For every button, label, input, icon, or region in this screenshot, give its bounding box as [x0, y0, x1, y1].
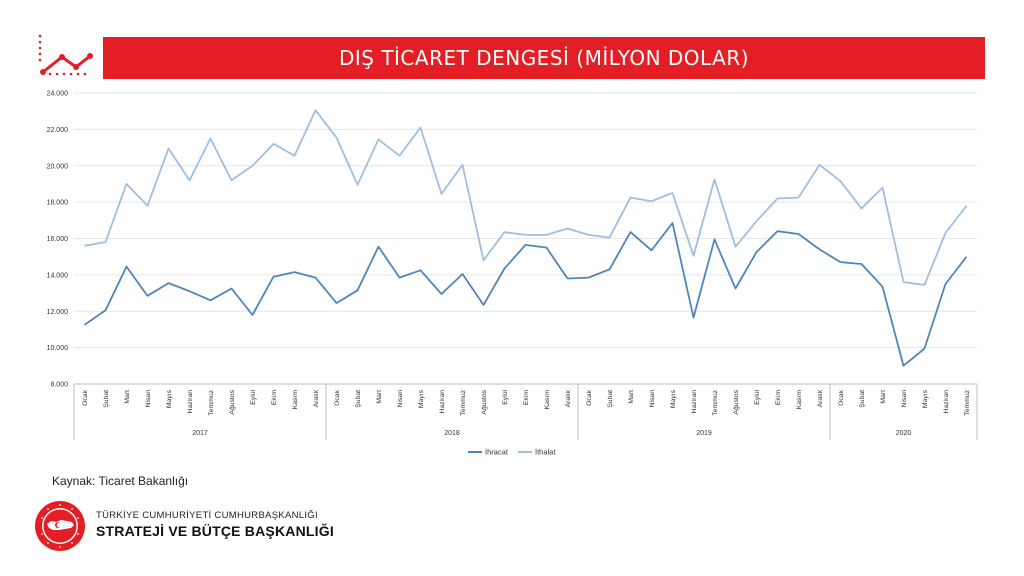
year-label: 2019	[696, 430, 712, 437]
year-label: 2018	[444, 430, 460, 437]
year-label: 2017	[192, 430, 208, 437]
month-tick-label: Aralık	[565, 389, 572, 407]
trade-balance-chart: 8.000 10.000 12.000 14.000 16.000 18.000 20.00…	[47, 91, 978, 457]
month-tick-label: Ocak	[82, 389, 89, 405]
month-tick-label: Şubat	[103, 390, 110, 408]
y-axis-ticks: 8.000 10.000 12.000 14.000 16.000 18.000 20.00…	[47, 91, 69, 389]
month-tick-label: Temmuz	[460, 389, 467, 415]
month-tick-label: Aralık	[817, 389, 824, 407]
y-tick-label: 16.000	[47, 236, 69, 243]
y-tick-label: 24.000	[47, 91, 69, 98]
series-lines	[83, 109, 968, 367]
month-tick-label: Ağustos	[481, 389, 488, 414]
source-note: Kaynak: Ticaret Bakanlığı	[52, 474, 189, 488]
month-tick-label: Ekim	[775, 390, 782, 405]
month-tick-label: Eylül	[250, 390, 257, 405]
month-tick-label: Aralık	[313, 389, 320, 407]
month-tick-label: Kasım	[544, 390, 551, 410]
month-tick-label: Nisan	[397, 390, 404, 408]
month-tick-label: Ocak	[838, 389, 845, 405]
organization-footer: TÜRKİYE CUMHURİYETİ CUMHURBAŞKANLIĞI STR…	[34, 500, 354, 552]
month-tick-label: Şubat	[607, 390, 614, 408]
month-tick-label: Temmuz	[208, 389, 215, 415]
turkey-map-seal-icon	[35, 501, 85, 551]
series-line-ihracat	[83, 222, 968, 367]
month-tick-label: Nisan	[901, 390, 908, 408]
legend-label: İhracat	[485, 448, 509, 457]
month-tick-label: Ocak	[334, 389, 341, 405]
month-tick-label: Haziran	[943, 390, 950, 414]
month-tick-label: Şubat	[859, 390, 866, 408]
year-label: 2020	[896, 430, 912, 437]
month-tick-label: Eylül	[754, 390, 761, 405]
month-tick-label: Ağustos	[733, 389, 740, 414]
month-tick-label: Mayıs	[166, 389, 173, 408]
month-tick-label: Haziran	[691, 390, 698, 414]
month-tick-label: Mart	[880, 390, 887, 404]
month-tick-label: Mart	[628, 390, 635, 404]
month-tick-label: Ekim	[271, 390, 278, 405]
gridlines	[74, 92, 977, 385]
month-tick-label: Ekim	[523, 390, 530, 405]
month-tick-label: Kasım	[292, 390, 299, 410]
y-tick-label: 18.000	[47, 200, 69, 207]
month-tick-label: Şubat	[355, 390, 362, 408]
month-tick-label: Mayıs	[922, 389, 929, 408]
title-banner: DIŞ TİCARET DENGESİ (MİLYON DOLAR)	[103, 37, 985, 79]
y-tick-label: 20.000	[47, 163, 69, 170]
month-tick-label: Haziran	[187, 390, 194, 414]
legend-label: İthalat	[535, 448, 556, 457]
month-tick-label: Temmuz	[712, 389, 719, 415]
y-tick-label: 10.000	[47, 345, 69, 352]
month-tick-label: Eylül	[502, 390, 509, 405]
month-tick-label: Haziran	[439, 390, 446, 414]
month-tick-label: Mayıs	[418, 389, 425, 408]
org-line-2: STRATEJİ VE BÜTÇE BAŞKANLIĞI	[96, 523, 334, 539]
chart-title: DIŞ TİCARET DENGESİ (MİLYON DOLAR)	[338, 46, 750, 70]
y-tick-label: 14.000	[47, 272, 69, 279]
x-axis-categories: Ocak Şubat Mart Nisan Mayıs Haziran Temmuz Ağus…	[73, 384, 978, 440]
month-tick-label: Ocak	[586, 389, 593, 405]
month-tick-label: Mart	[376, 390, 383, 404]
y-tick-label: 22.000	[47, 127, 69, 134]
y-tick-label: 8.000	[50, 382, 68, 389]
month-tick-label: Kasım	[796, 390, 803, 410]
month-tick-label: Nisan	[649, 390, 656, 408]
y-tick-label: 12.000	[47, 309, 69, 316]
month-tick-label: Mart	[124, 390, 131, 404]
month-tick-label: Temmuz	[964, 389, 971, 415]
legend: İhracat İthalat	[468, 448, 556, 457]
org-line-1: TÜRKİYE CUMHURİYETİ CUMHURBAŞKANLIĞI	[96, 510, 318, 521]
rising-line-chart-icon	[38, 34, 93, 76]
series-line-ithalat	[84, 109, 968, 286]
month-tick-label: Nisan	[145, 390, 152, 408]
month-tick-label: Ağustos	[229, 389, 236, 414]
month-tick-label: Mayıs	[670, 389, 677, 408]
